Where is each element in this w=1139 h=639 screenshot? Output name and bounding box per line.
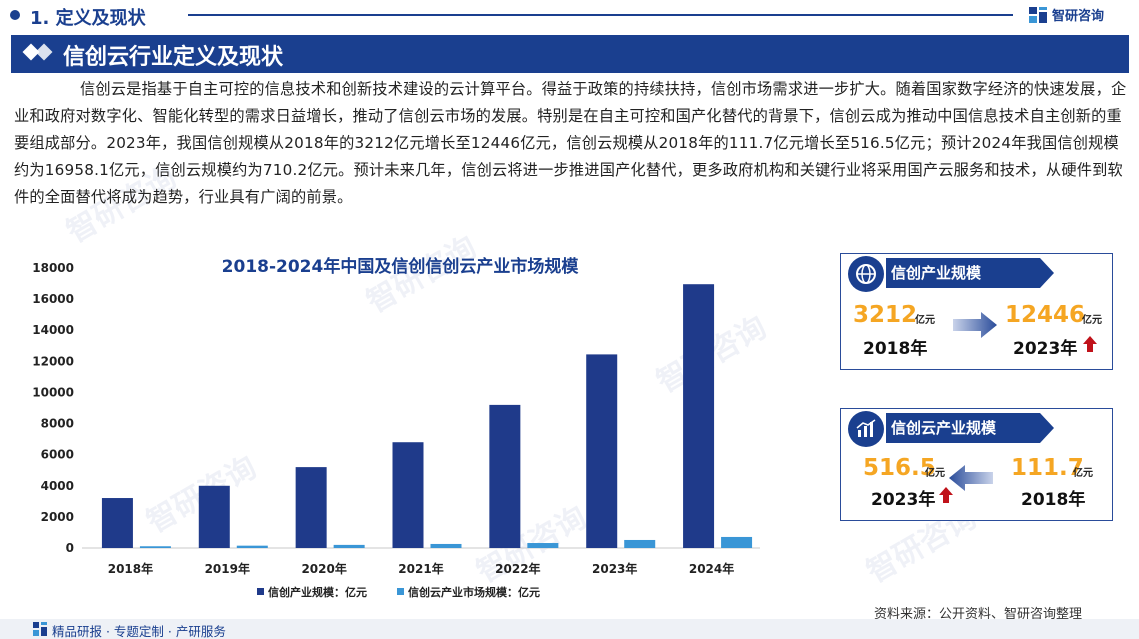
intro-paragraph: 信创云是指基于自主可控的信息技术和创新技术建设的云计算平台。得益于政策的持续扶持…	[14, 80, 1127, 206]
arrow-up-icon	[939, 487, 953, 503]
x-tick-label: 2020年	[301, 561, 346, 576]
chart-icon	[848, 411, 884, 447]
from-year: 2018年	[863, 339, 928, 359]
x-tick-label: 2024年	[689, 561, 734, 576]
bullet-dot-icon	[10, 10, 20, 20]
card-title: 信创云产业规模	[891, 419, 997, 437]
bar-chart: 0 2000 4000 6000 8000 10000 12000 14000 16000 180…	[32, 261, 760, 599]
bar	[489, 404, 521, 548]
y-tick-label: 4000	[41, 479, 74, 493]
source-note: 资料来源：公开资料、智研咨询整理	[874, 607, 1083, 622]
right-value: 111.7	[1011, 455, 1084, 481]
arrow-left-icon	[949, 465, 993, 491]
card-header-tip	[1040, 413, 1054, 443]
brand-name: 智研咨询	[1052, 9, 1105, 24]
bar	[721, 536, 753, 548]
bar	[586, 354, 618, 548]
legend-label: 信创云产业市场规模：亿元	[408, 585, 540, 599]
page-title: 信创云行业定义及现状	[63, 45, 284, 70]
bar	[430, 543, 462, 548]
card-title: 信创产业规模	[891, 264, 982, 282]
right-unit: 亿元	[1073, 468, 1093, 479]
bar	[683, 284, 715, 548]
to-unit: 亿元	[1082, 315, 1102, 326]
y-tick-label: 8000	[41, 417, 74, 431]
y-tick-label: 18000	[32, 261, 74, 275]
y-tick-label: 2000	[41, 510, 74, 524]
legend-label: 信创产业规模：亿元	[268, 585, 367, 599]
left-value: 516.5	[863, 455, 936, 481]
footer-bar: 精品研报 · 专题定制 · 产研服务	[0, 619, 1139, 639]
y-tick-label: 0	[66, 541, 74, 555]
section-title: 1. 定义及现状	[30, 8, 146, 29]
chart-title: 2018-2024年中国及信创信创云产业市场规模	[221, 257, 579, 277]
card-header	[886, 413, 1040, 443]
right-year: 2018年	[1021, 490, 1086, 510]
cloud-scale-card: 信创云产业规模 516.5 亿元 2023年 111.7 亿元 2018年	[840, 408, 1113, 521]
x-tick-label: 2022年	[495, 561, 540, 576]
arrow-up-icon	[1083, 336, 1097, 352]
left-unit: 亿元	[925, 468, 945, 479]
card-header	[886, 258, 1040, 288]
brand-logo-icon	[1029, 6, 1047, 23]
industry-scale-card: 信创产业规模 3212 亿元 2018年 12446 亿元 2023年	[840, 253, 1113, 370]
y-tick-label: 6000	[41, 448, 74, 462]
x-tick-label: 2021年	[398, 561, 443, 576]
bar	[392, 442, 424, 548]
x-tick-label: 2019年	[205, 561, 250, 576]
bar	[236, 545, 268, 548]
bar	[139, 546, 171, 548]
bar	[333, 544, 365, 548]
bar	[624, 539, 656, 548]
x-tick-label: 2018年	[108, 561, 153, 576]
title-banner: 信创云行业定义及现状	[11, 35, 1129, 73]
y-tick-label: 12000	[32, 354, 74, 368]
bar	[527, 543, 559, 548]
legend-swatch	[257, 588, 264, 595]
globe-icon	[848, 256, 884, 292]
y-tick-label: 10000	[32, 385, 74, 399]
brand-logo-icon	[33, 622, 47, 636]
to-year: 2023年	[1013, 339, 1078, 359]
left-year: 2023年	[871, 490, 936, 510]
top-bar: 1. 定义及现状 智研咨询	[0, 0, 1139, 30]
bar	[295, 467, 327, 548]
arrow-right-icon	[953, 312, 997, 338]
from-value: 3212	[853, 302, 918, 328]
bar	[198, 485, 230, 548]
divider	[188, 14, 1013, 16]
x-tick-label: 2023年	[592, 561, 637, 576]
bar	[101, 498, 133, 548]
from-unit: 亿元	[915, 315, 935, 326]
y-tick-label: 16000	[32, 292, 74, 306]
card-header-tip	[1040, 258, 1054, 288]
legend-swatch	[397, 588, 404, 595]
y-tick-label: 14000	[32, 323, 74, 337]
footer-text: 精品研报 · 专题定制 · 产研服务	[52, 624, 226, 639]
brand: 智研咨询	[1028, 5, 1104, 24]
diamond-icon	[35, 43, 53, 61]
to-value: 12446	[1005, 302, 1086, 328]
